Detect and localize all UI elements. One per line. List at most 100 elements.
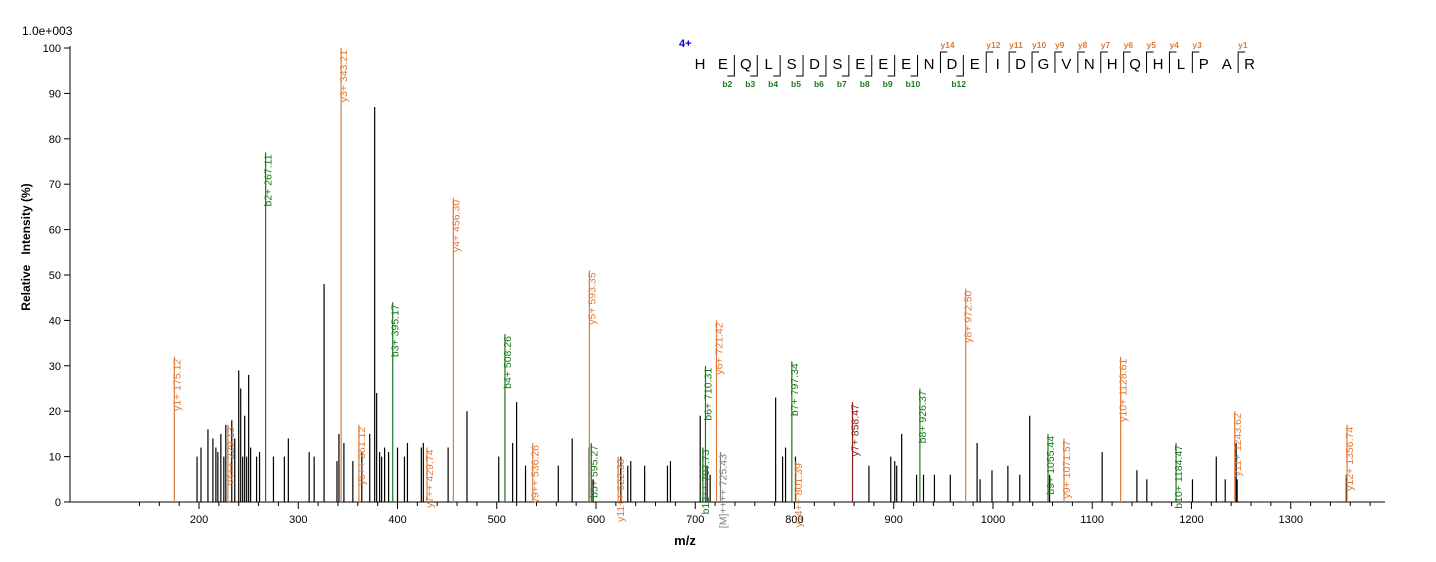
b-ion-marker-label: b5: [791, 79, 801, 89]
b-ion-bracket: [750, 55, 758, 77]
peak-annotation-label: y9+ 1071.57: [1061, 440, 1073, 498]
sequence-residue: I: [996, 56, 1000, 73]
sequence-residue: Q: [740, 56, 752, 73]
x-tick-label: 1300: [1278, 514, 1302, 526]
y-ion-bracket: [1146, 51, 1154, 73]
y-tick-label: 50: [49, 270, 61, 282]
peak-annotation-label: b5+ 595.27: [588, 445, 600, 498]
y-ion-bracket: [1191, 51, 1200, 73]
sequence-residue: H: [1153, 56, 1164, 73]
sequence-residue: S: [787, 56, 797, 73]
sequence-residue: P: [1199, 56, 1209, 73]
y-ion-bracket: [1054, 51, 1062, 73]
x-tick-label: 200: [190, 514, 208, 526]
peak-annotation-label: y14++ 801.39: [793, 463, 805, 527]
y-tick-label: 0: [55, 497, 61, 509]
b-ion-marker-label: b9: [883, 79, 893, 89]
sequence-residue: G: [1038, 56, 1050, 73]
peptide-sequence: 4+H E Q L S D S E E E N D E I D G V N H Q H L P A Rb2 b3 b4 b5 b6 b7 b…: [679, 38, 1255, 89]
y-tick-label: 40: [49, 315, 61, 327]
y-tick-label: 80: [49, 134, 61, 146]
b-ion-marker-label: b7: [837, 79, 847, 89]
y-ion-marker-label: y1: [1238, 40, 1248, 50]
y-ion-bracket: [1077, 51, 1085, 73]
y-ion-bracket: [1008, 51, 1017, 73]
y-ion-marker-label: y12: [986, 40, 1000, 50]
b-ion-bracket: [887, 55, 896, 77]
peak-annotation-label: b8+ 926.37: [917, 390, 929, 443]
x-tick-label: 700: [686, 514, 704, 526]
b-ion-bracket: [841, 55, 850, 77]
peak-annotation-label: b10+ 1184.47: [1173, 445, 1185, 509]
y-ion-marker-label: y14: [940, 40, 954, 50]
x-tick-label: 500: [488, 514, 506, 526]
y-ion-marker-label: y11: [1009, 40, 1023, 50]
x-tick-label: 400: [388, 514, 406, 526]
y-tick-label: 20: [49, 406, 61, 418]
intensity-scale-label: 1.0e+003: [22, 24, 73, 38]
peak-annotation-label: y11+ 1243.62: [1232, 413, 1244, 476]
y-ion-bracket: [1123, 51, 1131, 73]
x-tick-label: 800: [785, 514, 803, 526]
peak-annotation-label: b4+ 508.26: [502, 336, 514, 389]
sequence-residue: H: [695, 56, 706, 73]
y-tick-label: 30: [49, 361, 61, 373]
b-ion-bracket: [818, 55, 827, 77]
peak-annotation-label: y6+ 721.42: [714, 322, 726, 374]
sequence-residue: E: [878, 56, 888, 73]
peak-annotation-label: y4++ 229.13: [225, 427, 237, 486]
peak-annotation-label: y8+ 972.50: [963, 290, 975, 342]
sequence-residue: E: [970, 56, 980, 73]
x-tick-label: 900: [885, 514, 903, 526]
sequence-residue: N: [1084, 56, 1095, 73]
x-axis-label: m/z: [674, 533, 696, 548]
y-ion-marker-label: y5: [1147, 40, 1157, 50]
peak-annotation-label: y6++ 361.12: [356, 427, 368, 486]
y-tick-label: 10: [49, 452, 61, 464]
chart-axes: 0 10 20 30 40 50 60 70 80 90 100 200 300 400 500 600 700…: [43, 43, 1385, 526]
peak-annotation-label: y4+ 456.30: [450, 200, 462, 252]
peak-annotation-label: y5+ 593.35: [586, 272, 598, 324]
peak-annotation-label: y11++ 622.33: [615, 458, 627, 522]
peak-annotation-label: b6+ 710.31: [702, 368, 714, 421]
y-ion-bracket: [939, 51, 948, 73]
x-tick-label: 300: [289, 514, 307, 526]
sequence-residue: E: [855, 56, 865, 73]
sequence-residue: D: [809, 56, 820, 73]
b-ion-bracket: [956, 55, 964, 77]
y-tick-label: 70: [49, 179, 61, 191]
peak-annotation-label: y7++ 429.74: [424, 449, 436, 508]
x-tick-label: 600: [587, 514, 605, 526]
peak-annotation-label: y10+ 1128.61: [1118, 359, 1130, 422]
y-tick-label: 60: [49, 225, 61, 237]
b-ion-marker-label: b8: [860, 79, 870, 89]
y-ion-marker-label: y3: [1192, 40, 1202, 50]
peak-annotation-label: [M]++++ 725.43: [717, 454, 729, 528]
b-ion-marker-label: b10: [906, 79, 921, 89]
sequence-residue: N: [924, 56, 935, 73]
peak-annotation-label: y1+ 175.12: [171, 359, 183, 411]
b-ion-marker-label: b3: [745, 79, 755, 89]
peak-bars: [196, 107, 1347, 502]
b-ion-bracket: [910, 55, 919, 77]
sequence-residue: A: [1222, 56, 1232, 73]
b-ion-bracket: [773, 55, 781, 77]
y-tick-label: 90: [49, 88, 61, 100]
b-ion-bracket: [796, 55, 804, 77]
sequence-residue: V: [1061, 56, 1071, 73]
sequence-residue: L: [765, 56, 773, 73]
peak-annotation-label: b3+ 395.17: [390, 304, 402, 357]
x-tick-label: 1100: [1080, 514, 1104, 526]
y-ion-bracket: [1031, 51, 1040, 73]
sequence-residue: L: [1177, 56, 1185, 73]
y-ion-marker-label: y6: [1124, 40, 1134, 50]
peak-annotation-label: y7+ 858.47: [850, 404, 862, 456]
peak-annotation-label: b7+ 797.34: [789, 363, 801, 416]
b-ion-marker-label: b6: [814, 79, 824, 89]
b-ion-marker-label: b2: [722, 79, 732, 89]
sequence-residue: D: [1015, 56, 1026, 73]
x-tick-label: 1000: [981, 514, 1005, 526]
sequence-residue: E: [901, 56, 911, 73]
y-ion-marker-label: y7: [1101, 40, 1111, 50]
b-ion-marker-label: b12: [951, 79, 966, 89]
